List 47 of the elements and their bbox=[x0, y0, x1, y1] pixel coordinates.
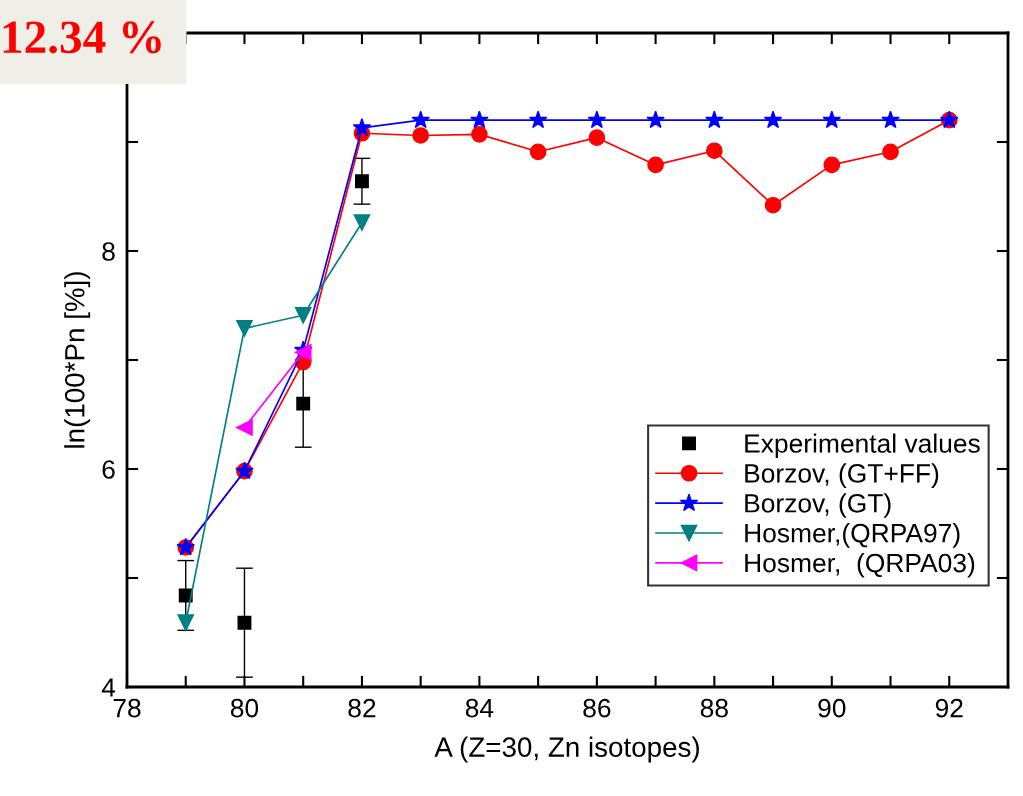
point bbox=[705, 142, 723, 160]
x-tick-label: 84 bbox=[465, 698, 494, 718]
x-tick-label: 82 bbox=[348, 698, 376, 718]
legend-label: Hosmer,(QRPA97) bbox=[745, 523, 960, 548]
point bbox=[471, 126, 488, 143]
point bbox=[881, 110, 900, 129]
point bbox=[882, 143, 899, 161]
legend-label: Experimental values bbox=[745, 433, 980, 459]
point bbox=[470, 110, 489, 129]
point bbox=[705, 110, 724, 129]
x-tick-label: 78 bbox=[113, 698, 141, 718]
y-tick-label: 6 bbox=[102, 460, 115, 479]
legend-label: Borzov, (GT+FF) bbox=[745, 463, 939, 488]
point bbox=[587, 110, 607, 129]
point bbox=[294, 344, 312, 361]
legend-label: Hosmer, (QRPA03) bbox=[745, 553, 975, 578]
point bbox=[352, 118, 372, 136]
point bbox=[411, 110, 430, 129]
point bbox=[763, 110, 783, 129]
x-tick-label: 92 bbox=[935, 698, 963, 718]
point bbox=[353, 214, 371, 231]
x-tick-label: 88 bbox=[700, 698, 728, 718]
y-tick-label: 4 bbox=[101, 678, 116, 697]
point bbox=[236, 419, 253, 436]
point bbox=[588, 129, 606, 146]
y-tick-label: 8 bbox=[102, 242, 115, 261]
point bbox=[237, 615, 252, 630]
x-axis-title: A (Z=30, Zn isotopes) bbox=[434, 736, 699, 763]
annotation: 12.34 % bbox=[3, 21, 161, 54]
x-tick-label: 80 bbox=[230, 698, 259, 718]
point bbox=[296, 396, 311, 411]
point bbox=[822, 110, 842, 129]
legend-label: Borzov, (GT) bbox=[745, 493, 891, 518]
x-tick-label: 86 bbox=[583, 698, 611, 718]
point bbox=[177, 614, 195, 632]
point bbox=[646, 110, 665, 129]
point bbox=[528, 110, 548, 129]
point bbox=[647, 156, 664, 174]
point bbox=[354, 174, 369, 189]
point bbox=[412, 127, 430, 144]
point bbox=[294, 306, 312, 324]
point bbox=[764, 196, 782, 214]
point bbox=[529, 143, 547, 161]
point bbox=[823, 156, 841, 174]
x-tick-label: 90 bbox=[818, 698, 846, 718]
point bbox=[236, 320, 253, 337]
y-axis-title: ln(100*Pn [%]) bbox=[64, 272, 91, 448]
